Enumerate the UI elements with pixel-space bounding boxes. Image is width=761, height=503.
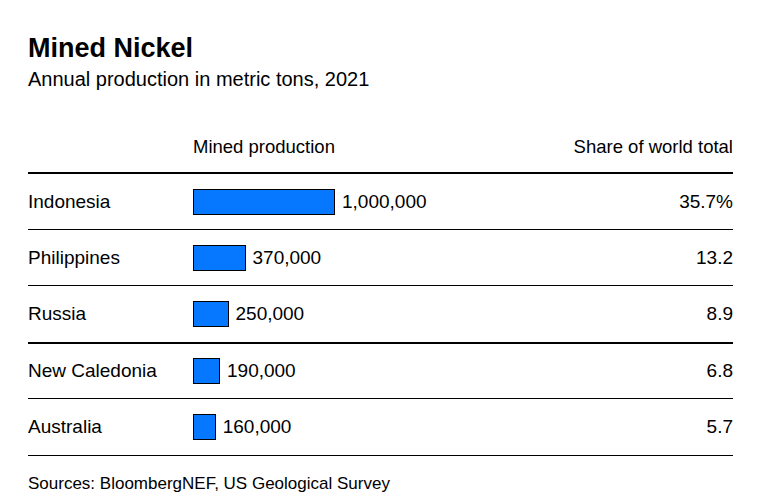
source-note: Sources: BloombergNEF, US Geological Sur… xyxy=(28,474,733,494)
share-value: 35.7% xyxy=(679,191,733,213)
table-row-australia: Australia 160,000 5.7 xyxy=(28,398,733,455)
production-value: 1,000,000 xyxy=(342,191,427,213)
production-value: 160,000 xyxy=(223,416,292,438)
share-value: 8.9 xyxy=(707,303,733,325)
production-bar xyxy=(193,301,229,327)
chart-subtitle: Annual production in metric tons, 2021 xyxy=(28,67,733,91)
table-row-russia: Russia 250,000 8.9 xyxy=(28,285,733,342)
production-bar xyxy=(193,358,220,384)
country-label: Philippines xyxy=(28,247,193,269)
production-bar xyxy=(193,189,335,215)
production-value: 250,000 xyxy=(236,303,305,325)
column-header-share: Share of world total xyxy=(574,136,733,158)
production-value: 370,000 xyxy=(253,247,322,269)
production-table: Mined production Share of world total In… xyxy=(28,136,733,456)
production-bar xyxy=(193,245,246,271)
country-label: Russia xyxy=(28,303,193,325)
country-label: Australia xyxy=(28,416,193,438)
chart-card: Mined Nickel Annual production in metric… xyxy=(0,0,761,503)
chart-title: Mined Nickel xyxy=(28,32,733,64)
country-label: Indonesia xyxy=(28,191,193,213)
column-header-production: Mined production xyxy=(193,136,335,158)
share-value: 6.8 xyxy=(707,360,733,382)
table-header-row: Mined production Share of world total xyxy=(28,136,733,172)
table-row-new-caledonia: New Caledonia 190,000 6.8 xyxy=(28,342,733,399)
country-label: New Caledonia xyxy=(28,360,193,382)
production-bar xyxy=(193,414,216,440)
share-value: 5.7 xyxy=(707,416,733,438)
production-value: 190,000 xyxy=(227,360,296,382)
table-row-philippines: Philippines 370,000 13.2 xyxy=(28,229,733,286)
share-value: 13.2 xyxy=(696,247,733,269)
table-row-indonesia: Indonesia 1,000,000 35.7% xyxy=(28,172,733,229)
